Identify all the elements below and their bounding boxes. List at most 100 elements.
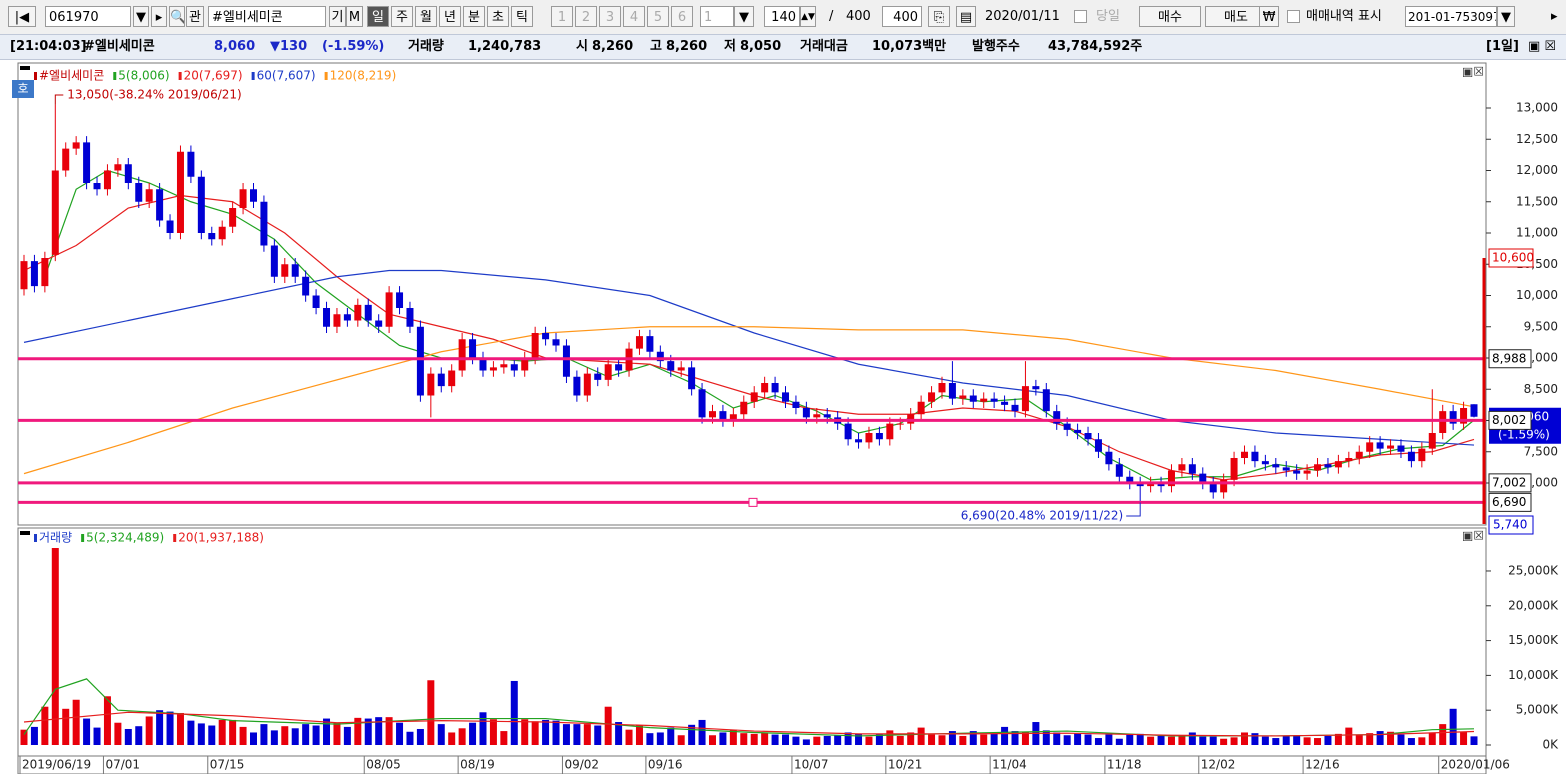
candle-body <box>218 226 226 240</box>
candle-body <box>1387 445 1395 449</box>
amount-label: 거래대금 <box>800 39 848 54</box>
volume-bar <box>750 733 758 745</box>
y-tick-label: 0K <box>1542 738 1559 752</box>
y-tick-label: 11,500 <box>1516 194 1558 208</box>
separator: / <box>829 9 834 24</box>
volume-bar <box>646 733 654 745</box>
candle-body <box>510 364 518 371</box>
slot-button[interactable]: 1 <box>551 6 573 27</box>
volume-bar <box>469 722 477 745</box>
search-button[interactable]: 🔍 <box>169 6 185 27</box>
volume-bar <box>41 706 49 745</box>
y-tick-label: 20,000K <box>1508 598 1559 612</box>
checkbox[interactable] <box>1287 10 1300 23</box>
candle-body <box>813 414 821 418</box>
candle-body <box>1063 423 1071 430</box>
candle-body <box>1105 451 1113 465</box>
period-button[interactable]: 월 <box>415 6 437 27</box>
candle-body <box>166 220 174 233</box>
period-button[interactable]: 분 <box>463 6 485 27</box>
shares: 43,784,592주 <box>1048 39 1143 54</box>
k-button[interactable]: 기 <box>329 6 346 27</box>
volume-bar <box>239 726 247 745</box>
m-button[interactable]: M <box>346 6 363 27</box>
candle-body <box>823 414 831 418</box>
period-button[interactable]: 일 <box>367 6 389 27</box>
more-button[interactable]: ▸ <box>1551 9 1558 24</box>
volume-bar <box>145 716 153 745</box>
buy-button[interactable]: 매수 <box>1139 6 1201 27</box>
legend-label: 120(8,219) <box>330 69 397 83</box>
account-select[interactable]: 201-01-753097 <box>1405 6 1497 27</box>
candle-body <box>437 373 445 387</box>
candle-body <box>604 364 612 380</box>
candle-body <box>41 258 49 287</box>
slot-select[interactable]: 1 <box>700 6 734 27</box>
name-input[interactable]: #엘비세미콘 <box>208 6 326 27</box>
volume-bar <box>740 733 748 745</box>
slot-button[interactable]: 2 <box>575 6 597 27</box>
search-tag[interactable]: 관 <box>186 6 204 27</box>
period-button[interactable]: 틱 <box>511 6 533 27</box>
slot-button[interactable]: 5 <box>647 6 669 27</box>
legend-swatch <box>173 534 177 542</box>
slot-button[interactable]: 3 <box>599 6 621 27</box>
candle-body <box>1324 464 1332 468</box>
candle-body <box>1157 483 1165 487</box>
candle-body <box>229 208 237 227</box>
x-tick-label: 2019/06/19 <box>22 758 91 772</box>
total-input[interactable]: 400 <box>882 6 922 27</box>
slot-dropdown[interactable]: ▼ <box>734 6 754 27</box>
today-label: 당일 <box>1096 9 1120 24</box>
window-buttons[interactable]: ▣ ☒ <box>1528 39 1557 54</box>
icon-button[interactable]: ⎘ <box>928 6 950 27</box>
candle-body <box>156 189 164 221</box>
x-tick-label: 10/07 <box>794 758 829 772</box>
first-button[interactable]: |◀ <box>8 6 36 27</box>
volume-bar <box>51 548 59 745</box>
code-input[interactable]: 061970 <box>45 6 131 27</box>
y-tick-label: 10,000K <box>1508 668 1559 682</box>
period-button[interactable]: 년 <box>439 6 461 27</box>
bars-input[interactable]: 140 <box>764 6 800 27</box>
volume-bar <box>1147 736 1155 745</box>
candle-body <box>489 367 497 371</box>
moving-average <box>23 326 1475 475</box>
spinner[interactable]: ▲▼ <box>800 6 816 27</box>
next-button[interactable]: ▸ <box>151 6 167 27</box>
checkbox[interactable] <box>1074 10 1087 23</box>
account-dropdown[interactable]: ▼ <box>1497 6 1515 27</box>
legend-swatch <box>34 534 37 542</box>
stock-name: #엘비세미콘 <box>84 39 155 54</box>
sell-button[interactable]: 매도 <box>1205 6 1267 27</box>
candle-body <box>594 373 602 380</box>
calendar-button[interactable]: ▤ <box>956 6 976 27</box>
moving-average <box>23 269 1475 446</box>
volume-bar <box>437 724 445 745</box>
candle-body <box>1407 451 1415 462</box>
candle-body <box>646 336 654 352</box>
won-button[interactable]: ₩ <box>1259 6 1279 27</box>
candle-body <box>708 411 716 418</box>
y-tick-label: 11,000 <box>1516 226 1558 240</box>
dropdown-button[interactable]: ▼ <box>133 6 149 27</box>
volume-bar <box>270 730 278 745</box>
price: 8,060 <box>214 39 256 54</box>
volume-bar <box>479 712 487 745</box>
y-tick-label: 5,000K <box>1516 703 1559 717</box>
volume-bar <box>343 726 351 745</box>
slot-button[interactable]: 4 <box>623 6 645 27</box>
period-button[interactable]: 주 <box>391 6 413 27</box>
volume-bar <box>333 722 341 745</box>
volume-bar <box>855 733 863 745</box>
volume-bar <box>1126 734 1134 745</box>
candle-body <box>1314 464 1322 471</box>
candle-body <box>281 264 289 277</box>
candle-body <box>83 142 91 183</box>
candle-body <box>917 401 925 415</box>
volume-bar <box>583 724 591 745</box>
period-button[interactable]: 초 <box>487 6 509 27</box>
slot-button[interactable]: 6 <box>671 6 693 27</box>
panel-buttons: ▣☒ <box>1462 65 1484 79</box>
line-label: 6,690 <box>1492 495 1526 509</box>
